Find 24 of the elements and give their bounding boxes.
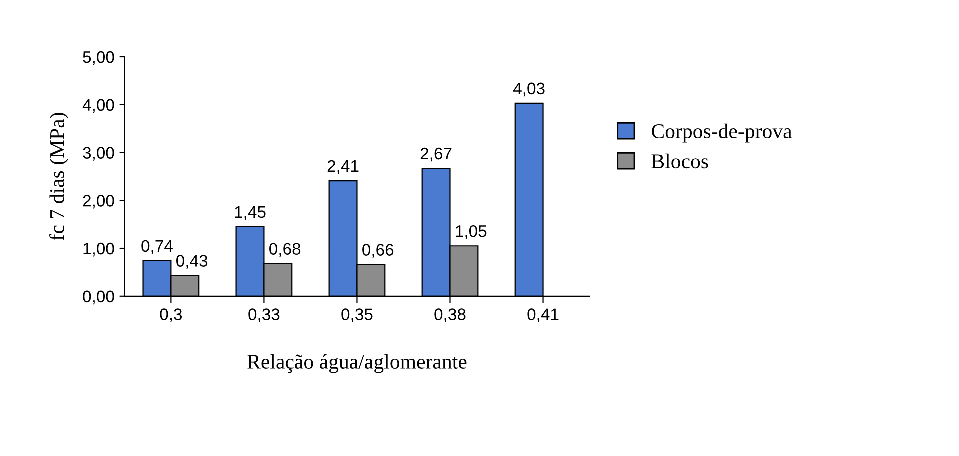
y-tick-label: 3,00 — [83, 147, 114, 161]
legend-label: Blocos — [652, 154, 708, 169]
y-tick-label: 2,00 — [83, 195, 114, 209]
x-axis-title: Relação água/aglomerante — [248, 354, 467, 374]
data-label: 2,67 — [420, 148, 452, 162]
y-tick-label: 4,00 — [82, 99, 114, 114]
data-label: 0,66 — [362, 244, 394, 258]
y-tick-label: 0,00 — [83, 290, 114, 305]
x-tick-label: 0,38 — [434, 308, 466, 322]
data-label: 0,43 — [176, 255, 208, 269]
y-tick-label: 5,00 — [83, 51, 114, 66]
x-tick-label: 0,41 — [528, 308, 559, 322]
x-tick-label: 0,33 — [248, 308, 280, 322]
y-tick-label: 1,00 — [84, 242, 114, 257]
data-label: 0,68 — [270, 243, 301, 257]
legend-label: Corpos-de-prova — [652, 124, 792, 143]
data-label: 4,03 — [513, 82, 545, 97]
data-label: 1,45 — [235, 206, 266, 220]
y-axis-title: fc 7 dias (MPa) — [50, 113, 69, 241]
x-tick-label: 0,3 — [160, 308, 182, 322]
data-label: 0,74 — [142, 240, 173, 254]
x-tick-label: 0,35 — [342, 308, 373, 322]
data-label: 2,41 — [328, 160, 359, 174]
data-label: 1,05 — [456, 225, 487, 240]
